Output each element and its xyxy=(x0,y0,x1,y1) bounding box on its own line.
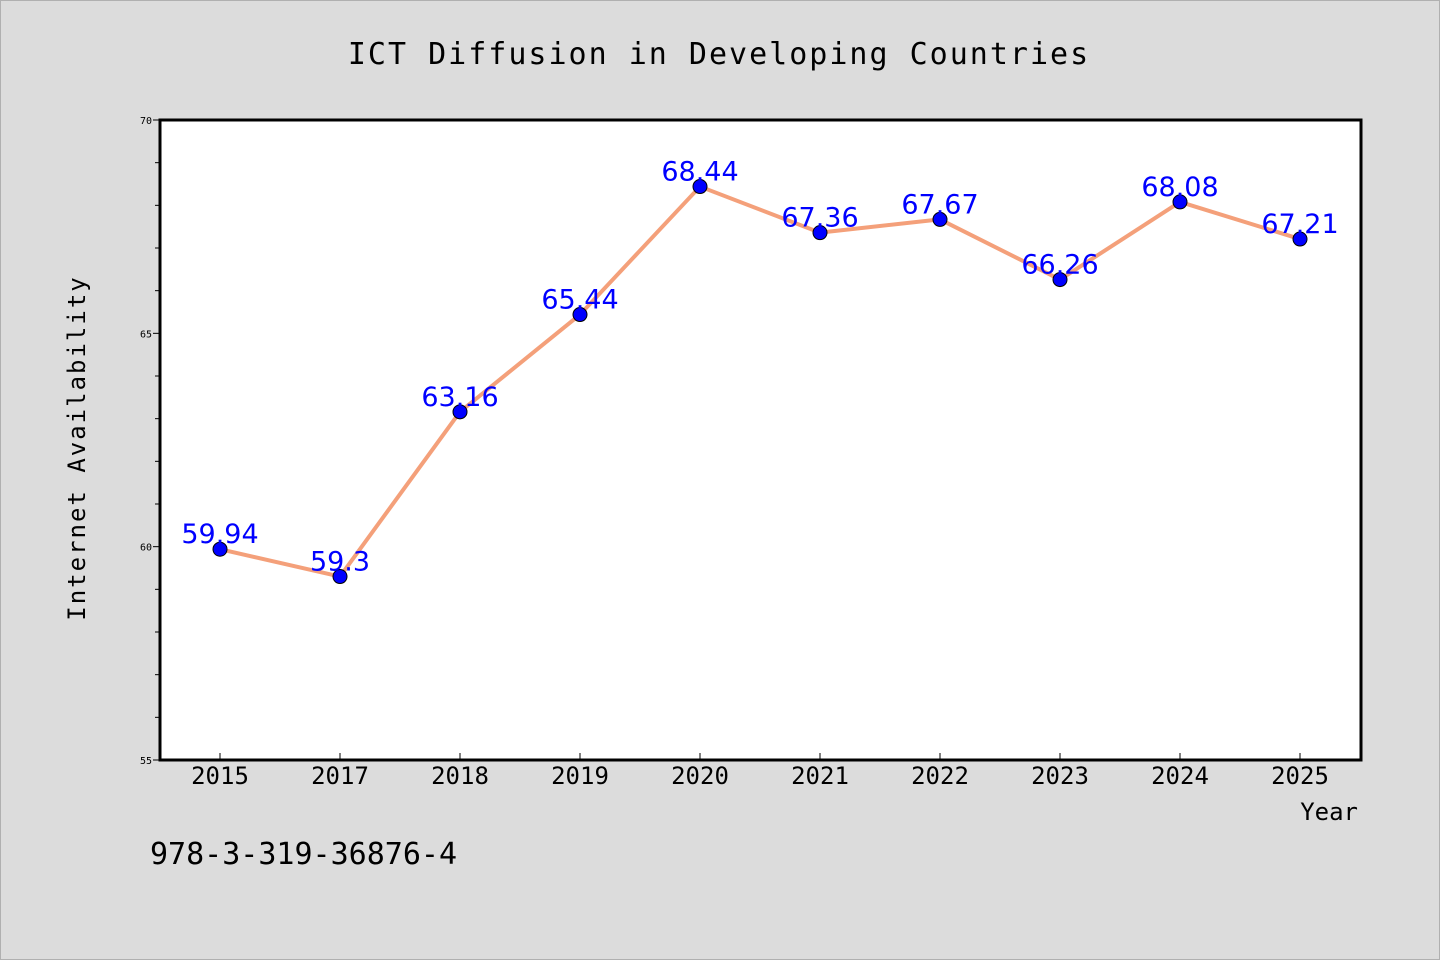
y-axis: 55 60 65 70 xyxy=(140,116,160,767)
y-tick-label: 55 xyxy=(140,756,152,767)
data-label: 68.44 xyxy=(661,157,738,188)
x-tick-label: 2020 xyxy=(671,762,729,790)
data-label: 66.26 xyxy=(1021,250,1098,281)
x-tick-label: 2019 xyxy=(551,762,609,790)
y-tick-label: 65 xyxy=(140,329,152,340)
data-point xyxy=(692,179,708,195)
data-point xyxy=(812,225,828,241)
data-point xyxy=(212,541,228,557)
data-markers xyxy=(212,179,1308,585)
data-label: 67.36 xyxy=(781,203,858,234)
data-point xyxy=(1292,231,1308,247)
data-label: 59.94 xyxy=(181,519,258,550)
series-line xyxy=(219,184,1301,579)
x-tick-label: 2021 xyxy=(791,762,849,790)
data-label: 67.21 xyxy=(1261,209,1338,240)
data-label: 67.67 xyxy=(901,189,978,220)
x-tick-label: 2015 xyxy=(191,762,249,790)
data-labels: 59.94 59.3 63.16 65.44 68.44 67.36 67.67 66.26 6… xyxy=(181,157,1338,578)
y-tick-label: 60 xyxy=(140,543,152,554)
x-tick-label: 2017 xyxy=(311,762,369,790)
data-point xyxy=(932,211,948,227)
y-axis-label: Internet Availability xyxy=(63,275,91,620)
data-point xyxy=(1052,272,1068,288)
data-label: 65.44 xyxy=(541,285,618,316)
x-tick-label: 2023 xyxy=(1031,762,1089,790)
chart-title: ICT Diffusion in Developing Countries xyxy=(348,37,1090,72)
x-tick-label: 2022 xyxy=(911,762,969,790)
data-point xyxy=(1172,194,1188,210)
data-label: 59.3 xyxy=(310,547,370,578)
x-tick-label: 2025 xyxy=(1271,762,1329,790)
data-point xyxy=(572,307,588,323)
x-axis-label: Year xyxy=(1300,798,1358,826)
data-point xyxy=(332,569,348,585)
x-tick-label: 2018 xyxy=(431,762,489,790)
x-tick-label: 2024 xyxy=(1151,762,1209,790)
footer-isbn: 978-3-319-36876-4 xyxy=(150,837,457,872)
data-label: 68.08 xyxy=(1141,172,1218,203)
y-tick-label: 70 xyxy=(140,116,152,127)
plot-area xyxy=(158,118,1363,762)
x-axis: 2015 2017 2018 2019 2020 2021 2022 2023 2024 2025 xyxy=(191,753,1329,790)
data-label: 63.16 xyxy=(421,382,498,413)
data-point xyxy=(452,404,468,420)
